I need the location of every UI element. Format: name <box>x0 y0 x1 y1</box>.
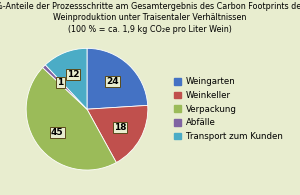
Legend: Weingarten, Weinkeller, Verpackung, Abfälle, Transport zum Kunden: Weingarten, Weinkeller, Verpackung, Abfä… <box>172 75 284 143</box>
Wedge shape <box>43 65 87 109</box>
Text: 18: 18 <box>114 123 126 132</box>
Wedge shape <box>87 48 148 109</box>
Text: %-Anteile der Prozessschritte am Gesamtergebnis des Carbon Footprints der
Weinpr: %-Anteile der Prozessschritte am Gesamte… <box>0 2 300 34</box>
Text: 45: 45 <box>51 128 64 137</box>
Text: 24: 24 <box>106 77 119 86</box>
Wedge shape <box>26 67 116 170</box>
Wedge shape <box>87 105 148 162</box>
Text: 1: 1 <box>57 78 64 87</box>
Text: 12: 12 <box>67 70 80 79</box>
Wedge shape <box>45 48 87 109</box>
